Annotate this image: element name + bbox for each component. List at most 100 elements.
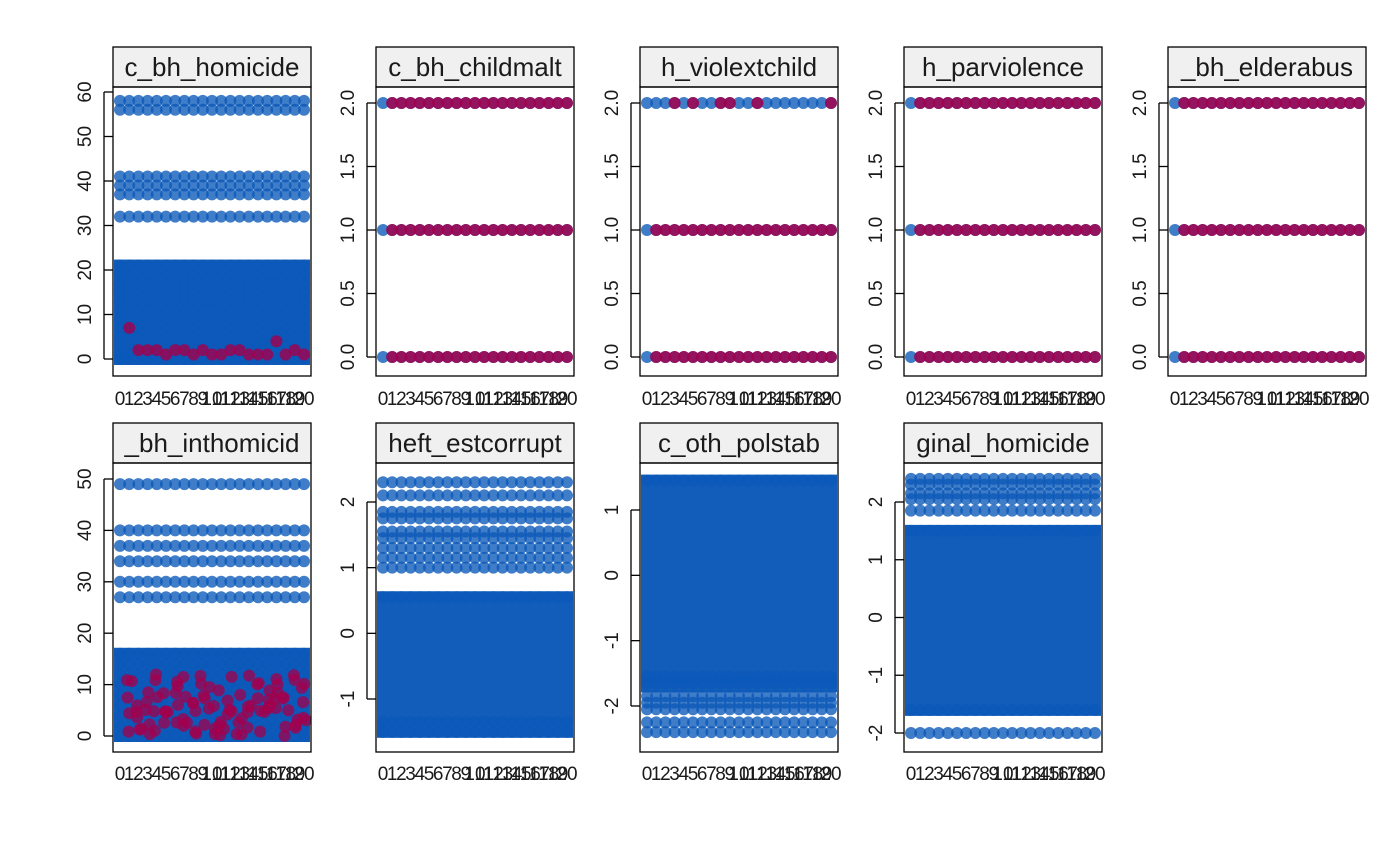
observed-point <box>432 541 445 554</box>
observed-point <box>551 561 564 574</box>
observed-point <box>206 312 218 325</box>
observed-point <box>1015 524 1028 537</box>
imputed-point <box>542 224 555 236</box>
observed-point <box>215 286 228 299</box>
observed-point <box>423 715 435 728</box>
observed-point <box>141 575 154 588</box>
observed-point <box>960 493 973 506</box>
observed-point <box>252 478 264 491</box>
y-tick-label: 1.5 <box>338 153 359 179</box>
x-tick-label: 2 <box>660 389 671 410</box>
observed-point <box>779 716 791 729</box>
imputed-point <box>1070 97 1083 109</box>
observed-point <box>132 312 145 325</box>
y-tick-label: 0 <box>338 628 359 639</box>
imputed-point <box>714 351 727 363</box>
observed-point <box>288 277 301 290</box>
observed-point <box>969 478 982 491</box>
imputed-point <box>696 351 709 363</box>
observed-point <box>224 259 237 272</box>
observed-point <box>261 591 274 604</box>
observed-point <box>659 703 672 716</box>
observed-point <box>215 524 228 537</box>
x-tick-label: 18 <box>1330 389 1351 410</box>
observed-point <box>905 224 917 236</box>
observed-point <box>298 304 310 317</box>
observed-point <box>242 103 255 116</box>
observed-point <box>187 179 200 192</box>
observed-point <box>270 575 283 588</box>
observed-point <box>459 551 472 564</box>
observed-point <box>650 97 663 109</box>
observed-point <box>261 575 274 588</box>
imputed-point <box>1325 224 1338 236</box>
observed-point <box>487 591 500 604</box>
observed-point <box>815 716 828 729</box>
observed-point <box>141 647 154 660</box>
observed-point <box>496 715 509 728</box>
observed-point <box>132 575 145 588</box>
imputed-point <box>1196 224 1209 236</box>
observed-point <box>252 575 264 588</box>
x-tick-label: 17 <box>529 389 550 410</box>
imputed-point <box>914 351 927 363</box>
observed-point <box>178 295 191 308</box>
observed-point <box>215 575 228 588</box>
x-tick-label: 4 <box>943 764 954 785</box>
imputed-point <box>1015 351 1028 363</box>
y-tick-label: 0 <box>602 570 623 581</box>
observed-point <box>279 286 292 299</box>
imputed-point <box>1288 351 1301 363</box>
y-axis: -2-101 <box>602 505 640 714</box>
observed-point <box>951 524 963 537</box>
x-tick-label: 12 <box>747 764 768 785</box>
observed-point <box>206 339 218 352</box>
observed-point <box>386 489 399 502</box>
panel-strip <box>375 46 575 88</box>
observed-point <box>1070 703 1083 716</box>
observed-point <box>196 539 209 552</box>
imputed-point <box>1334 351 1347 363</box>
imputed-point <box>180 716 193 729</box>
imputed-point <box>450 97 463 109</box>
observed-point <box>187 268 200 281</box>
observed-point <box>206 179 218 192</box>
imputed-point <box>1297 97 1310 109</box>
imputed-point <box>395 351 408 363</box>
observed-point <box>150 268 163 281</box>
observed-point <box>404 541 417 554</box>
observed-point <box>450 725 463 738</box>
observed-point <box>233 179 246 192</box>
x-tick-label: 16 <box>257 764 278 785</box>
imputed-point <box>677 224 690 236</box>
observed-point <box>496 541 509 554</box>
imputed-point <box>1270 97 1283 109</box>
observed-point <box>997 478 1009 491</box>
observed-point <box>215 330 228 343</box>
observed-point <box>252 321 264 334</box>
observed-point <box>561 532 573 545</box>
imputed-point <box>1070 351 1083 363</box>
x-tick-label: 17 <box>1321 389 1342 410</box>
observed-point <box>997 703 1009 716</box>
observed-point <box>1015 504 1028 517</box>
observed-point <box>196 210 209 223</box>
y-tick-label: 2.0 <box>602 90 623 116</box>
observed-point <box>298 210 310 223</box>
x-tick-label: 14 <box>238 389 260 410</box>
imputed-point <box>123 321 136 334</box>
imputed-point <box>297 696 310 709</box>
observed-point <box>923 493 936 506</box>
observed-point <box>141 277 154 290</box>
imputed-point <box>423 224 435 236</box>
observed-point <box>432 591 445 604</box>
observed-point <box>386 476 399 489</box>
observed-point <box>187 170 200 183</box>
panel-1: c_bh_homicide010203040506001234567891011… <box>75 46 315 410</box>
observed-point <box>206 591 218 604</box>
observed-point <box>659 474 672 487</box>
observed-point <box>524 551 537 564</box>
observed-point <box>196 188 209 201</box>
observed-point <box>160 312 172 325</box>
observed-point <box>386 541 399 554</box>
